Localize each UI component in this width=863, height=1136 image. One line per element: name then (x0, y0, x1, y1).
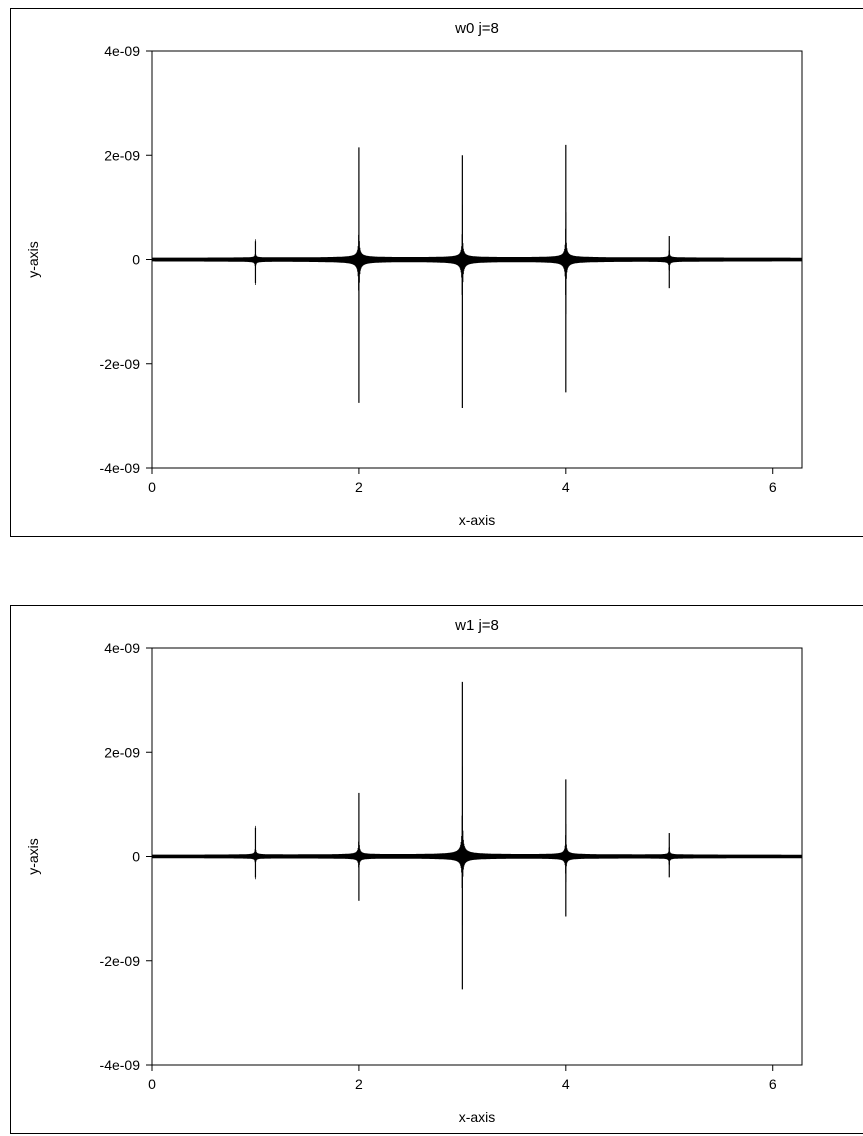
y-tick-label: 2e-09 (104, 147, 140, 163)
y-tick-label: 2e-09 (104, 744, 140, 760)
chart-panel-w0: w0 j=8 -4e-09 -2e-09 0 2e-09 4e-09 0 2 4 6 x-axis y… (10, 8, 863, 537)
x-tick-label: 0 (148, 479, 156, 495)
x-axis-label: x-axis (459, 512, 496, 528)
series-0-line (151, 766, 803, 926)
y-tick-label: -2e-09 (100, 953, 141, 969)
x-axis-label: x-axis (459, 1109, 496, 1125)
y-tick-label: -2e-09 (100, 356, 141, 372)
series-0-line (151, 177, 803, 364)
x-tick-label: 4 (562, 1076, 570, 1092)
chart-panel-w1: w1 j=8 -4e-09 -2e-09 0 2e-09 4e-09 0 2 4 6 x-axis y… (10, 605, 863, 1134)
y-axis-label: y-axis (25, 838, 41, 875)
y-axis-label: y-axis (25, 241, 41, 278)
chart-title: w0 j=8 (454, 20, 499, 37)
chart-w1-svg: w1 j=8 -4e-09 -2e-09 0 2e-09 4e-09 0 2 4 6 x-axis y… (25, 617, 803, 1125)
x-tick-label: 6 (769, 1076, 777, 1092)
y-tick-label: 0 (132, 252, 140, 268)
x-tick-label: 6 (769, 479, 777, 495)
y-tick-label: 4e-09 (104, 640, 140, 656)
y-tick-label: -4e-09 (100, 460, 141, 476)
x-tick-label: 2 (355, 1076, 363, 1092)
y-tick-label: 4e-09 (104, 43, 140, 59)
chart-title: w1 j=8 (454, 617, 499, 634)
x-tick-label: 0 (148, 1076, 156, 1092)
y-tick-label: 0 (132, 849, 140, 865)
x-tick-label: 4 (562, 479, 570, 495)
chart-w0-svg: w0 j=8 -4e-09 -2e-09 0 2e-09 4e-09 0 2 4 6 x-axis y… (25, 20, 803, 528)
y-tick-label: -4e-09 (100, 1057, 141, 1073)
x-tick-label: 2 (355, 479, 363, 495)
